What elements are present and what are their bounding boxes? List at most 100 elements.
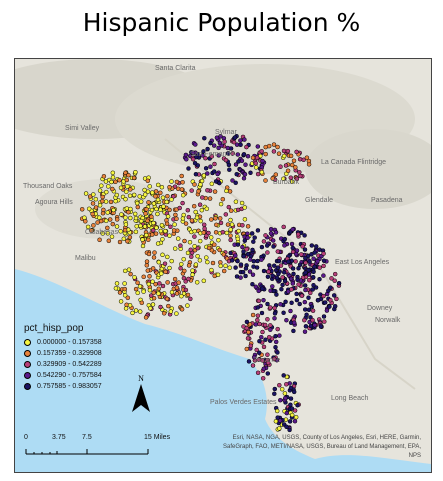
tract-point <box>272 311 278 316</box>
tract-point <box>268 327 273 332</box>
tract-point <box>328 297 333 303</box>
map-frame[interactable]: Santa Clarita Simi Valley San Fernando S… <box>14 58 432 473</box>
tract-point <box>150 266 156 271</box>
tract-point <box>213 230 219 235</box>
tract-point <box>257 338 262 344</box>
tract-point <box>336 280 342 286</box>
tract-point <box>293 259 298 264</box>
tract-point <box>117 239 123 245</box>
tract-point <box>255 144 261 149</box>
tract-point <box>273 230 279 235</box>
tract-point <box>106 238 112 244</box>
tract-point <box>174 216 179 221</box>
tract-point <box>228 237 233 243</box>
tract-point <box>195 253 200 259</box>
tract-point <box>215 171 220 177</box>
tract-point <box>229 222 235 227</box>
tract-point <box>186 276 191 282</box>
tract-point <box>259 334 264 340</box>
legend-item: 0.542290 - 0.757584 <box>24 370 102 381</box>
tract-point <box>110 170 116 176</box>
tract-point <box>332 303 338 309</box>
tract-point <box>182 238 187 244</box>
tract-point <box>135 204 141 210</box>
tract-point <box>277 426 282 431</box>
tract-point <box>137 194 142 199</box>
tract-point <box>311 269 316 275</box>
tract-point <box>321 314 327 319</box>
legend-label: 0.157359 - 0.329908 <box>37 350 102 357</box>
place-label: Pasadena <box>371 197 403 204</box>
legend-item: 0.000000 - 0.157358 <box>24 337 102 348</box>
tract-point <box>155 211 160 217</box>
tract-point <box>186 214 192 220</box>
tract-point <box>214 222 219 228</box>
tract-point <box>255 305 261 310</box>
tract-point <box>97 215 102 220</box>
tract-point <box>179 293 184 299</box>
tract-point <box>302 317 307 323</box>
tract-point <box>303 324 309 329</box>
tract-point <box>201 173 207 178</box>
tract-point <box>238 142 243 148</box>
tract-point <box>137 284 143 289</box>
tract-point <box>205 259 210 265</box>
tract-point <box>205 146 210 152</box>
tract-point <box>250 312 256 318</box>
tract-point <box>276 151 282 156</box>
tract-point <box>132 275 137 280</box>
tract-point <box>236 159 241 164</box>
legend-swatch <box>24 350 31 357</box>
tract-point <box>229 258 235 263</box>
tract-point <box>111 207 116 213</box>
tract-point <box>146 251 152 257</box>
tract-point <box>281 224 286 230</box>
tract-point <box>271 263 277 268</box>
tract-point <box>321 251 326 256</box>
tract-point <box>284 317 289 323</box>
tract-point <box>291 389 297 395</box>
tract-point <box>158 190 163 196</box>
tract-point <box>105 210 110 215</box>
tract-point <box>93 205 99 210</box>
tract-point <box>138 223 143 229</box>
tract-point <box>157 281 162 286</box>
tract-point <box>193 142 198 147</box>
tract-point <box>186 263 192 268</box>
tract-point <box>259 244 265 250</box>
tract-point <box>218 263 223 269</box>
tract-point <box>235 236 241 242</box>
tract-point <box>203 166 209 171</box>
tract-point <box>97 237 102 243</box>
tract-point <box>242 137 247 142</box>
tract-point <box>310 317 315 323</box>
tract-point <box>254 155 260 160</box>
tract-point <box>249 231 255 236</box>
tract-point <box>155 241 161 246</box>
tract-point <box>134 224 139 229</box>
tract-point <box>246 329 251 335</box>
tract-point <box>224 230 230 236</box>
tract-point <box>149 214 154 220</box>
tract-point <box>156 291 161 296</box>
tract-point <box>201 230 206 235</box>
tract-point <box>161 311 167 316</box>
scale-bar-graphic <box>25 449 149 455</box>
tract-point <box>158 207 163 212</box>
tract-point <box>225 151 231 156</box>
tract-point <box>83 219 88 224</box>
tract-point <box>103 199 109 204</box>
tract-point <box>171 228 177 233</box>
tract-point <box>206 230 211 236</box>
tract-point <box>192 182 197 187</box>
tract-point <box>163 228 168 234</box>
scale-label: 15 Miles <box>144 434 171 441</box>
tract-point <box>287 419 293 424</box>
tract-point <box>123 170 128 176</box>
tract-point <box>183 152 189 158</box>
tract-point <box>197 238 203 244</box>
tract-point <box>114 224 120 229</box>
tract-point <box>174 285 180 290</box>
tract-point <box>138 199 144 204</box>
tract-point <box>271 244 276 249</box>
